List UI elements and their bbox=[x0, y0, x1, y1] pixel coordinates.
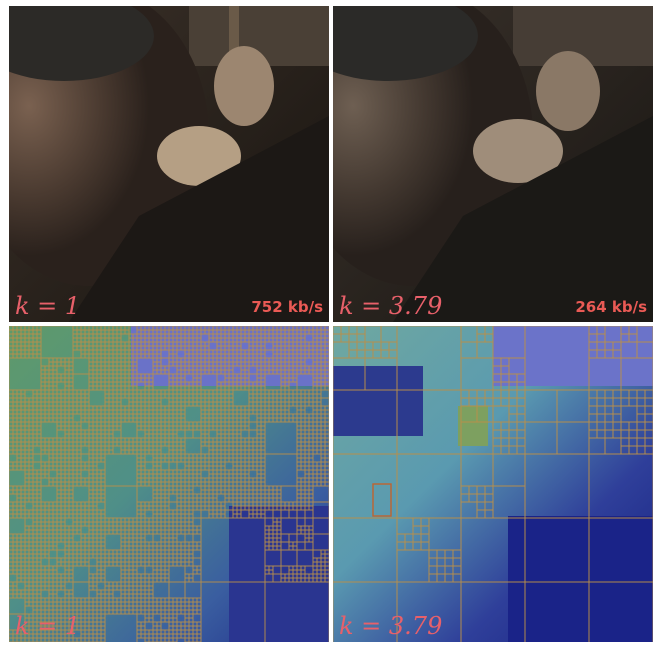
bitrate-label: 264 kb/s bbox=[575, 298, 647, 316]
partition-map-k1: k = 1 bbox=[9, 326, 329, 642]
frame-image bbox=[9, 6, 329, 322]
k-label: k = 3.79 bbox=[339, 292, 443, 320]
video-frame-k3-79: k = 3.79 264 kb/s bbox=[333, 6, 653, 322]
bitrate-label: 752 kb/s bbox=[251, 298, 323, 316]
k-label: k = 1 bbox=[15, 612, 81, 640]
k-label: k = 1 bbox=[15, 292, 81, 320]
partition-map-k3-79: k = 3.79 bbox=[333, 326, 653, 642]
highlight-block bbox=[372, 483, 392, 517]
k-label: k = 3.79 bbox=[339, 612, 443, 640]
frame-image bbox=[333, 6, 653, 322]
partition-map-image bbox=[9, 326, 329, 642]
video-frame-k1: k = 1 752 kb/s bbox=[9, 6, 329, 322]
partition-map-image bbox=[333, 326, 653, 642]
